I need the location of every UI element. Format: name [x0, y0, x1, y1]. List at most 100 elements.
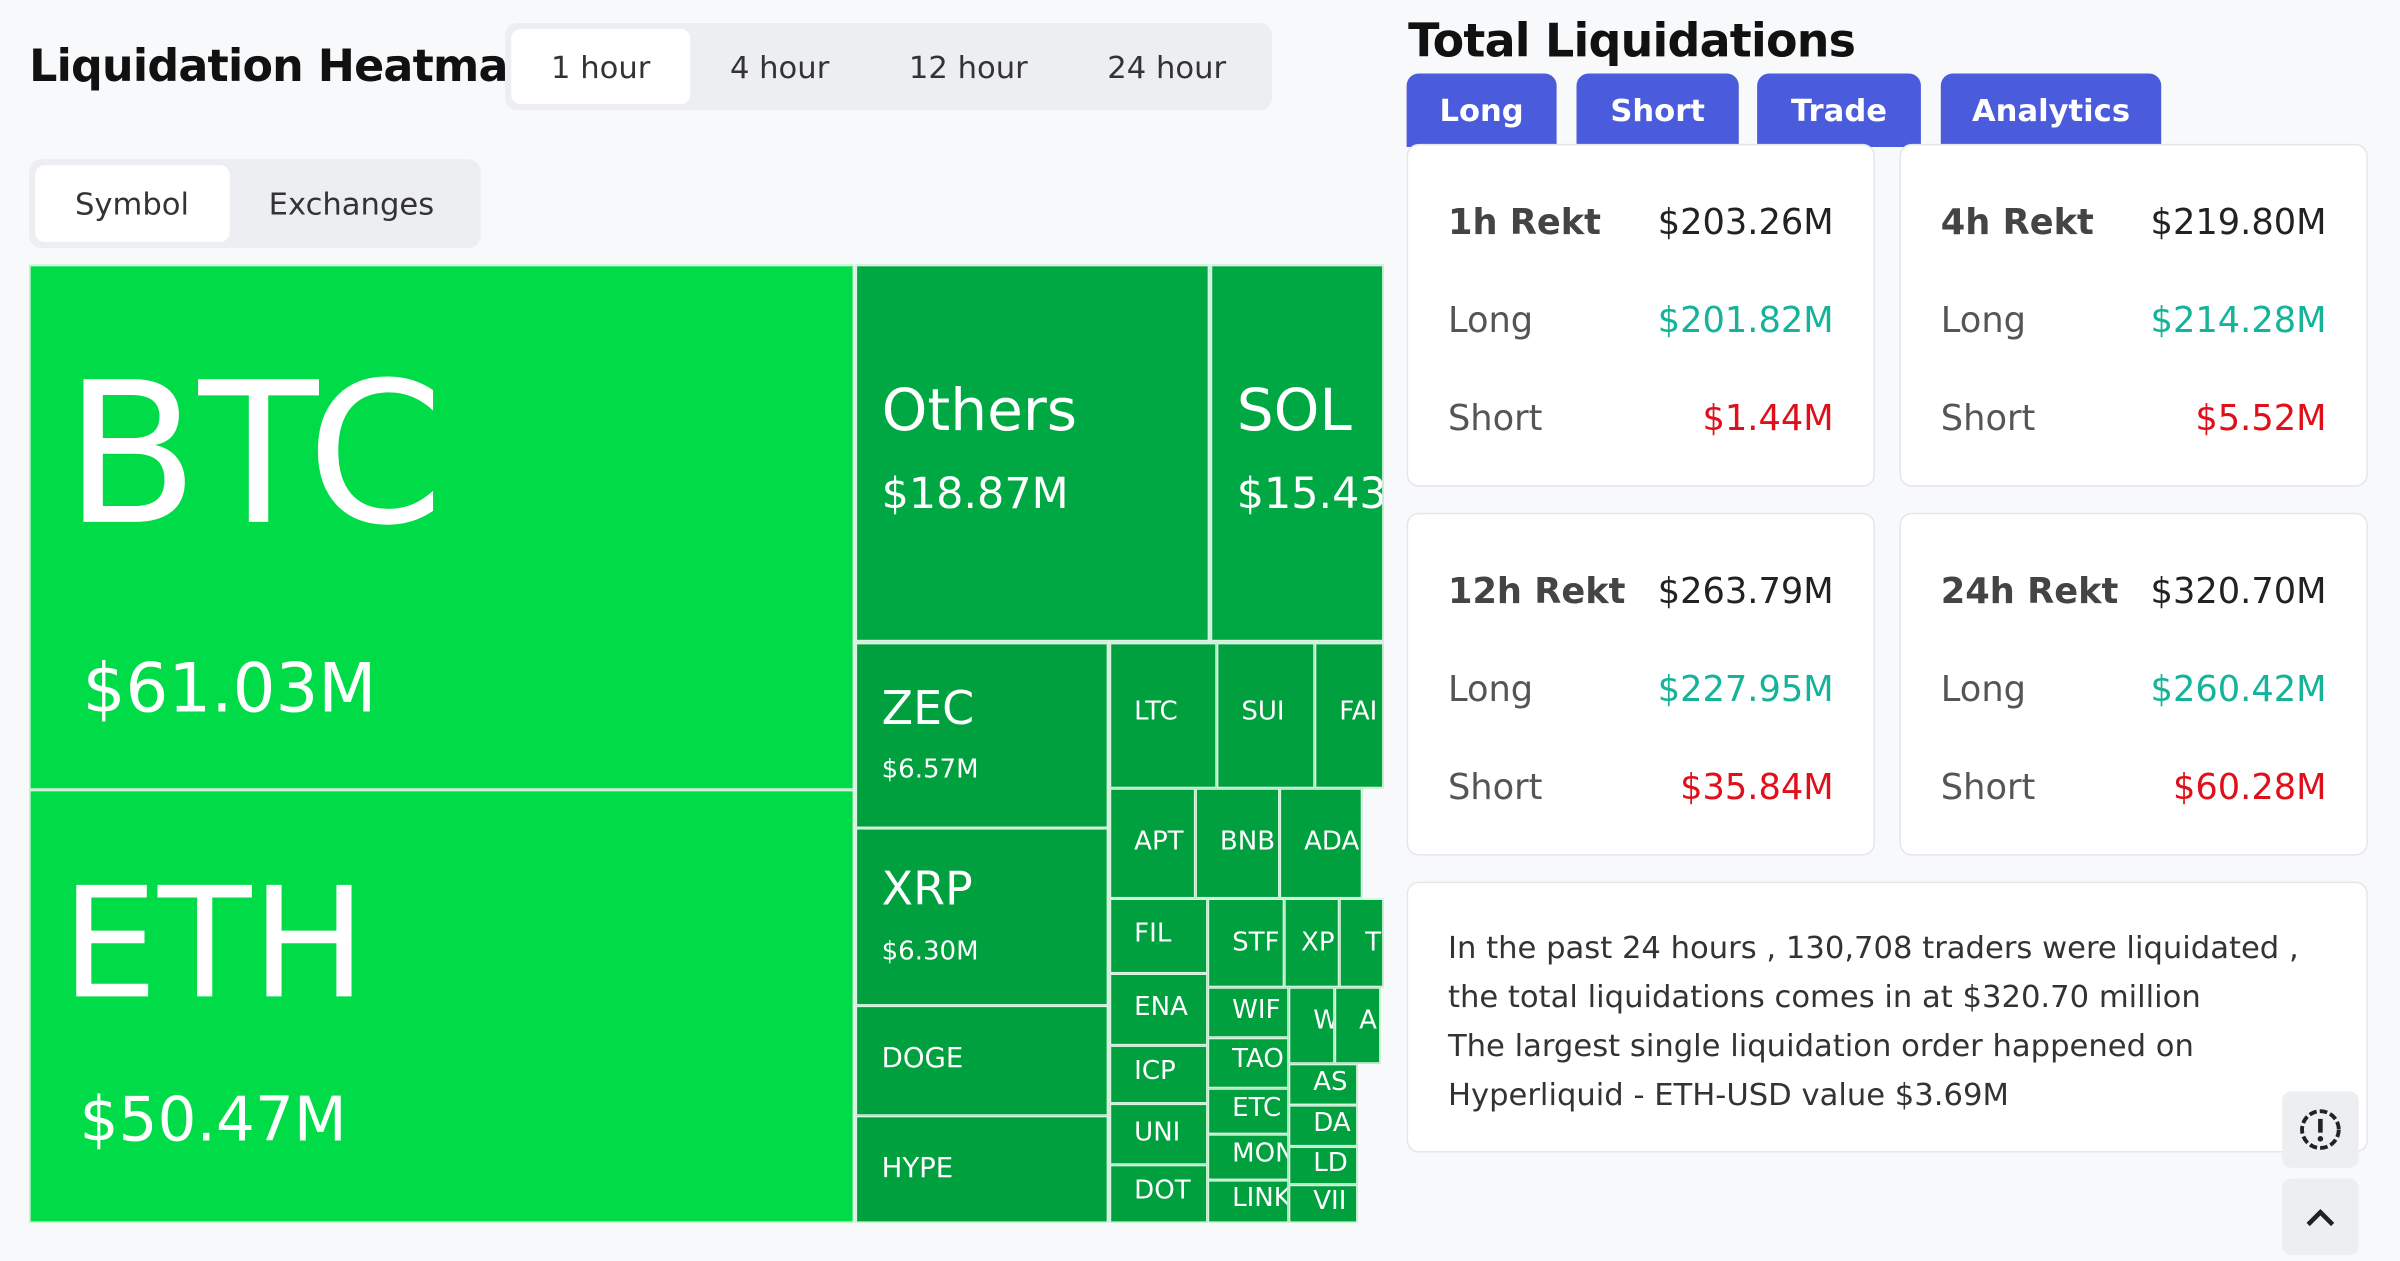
tile-value: $50.47M — [79, 1085, 347, 1156]
tile-symbol: SUI — [1241, 696, 1285, 728]
rekt-label: Short — [1447, 768, 1543, 809]
tile-symbol: LTC — [1134, 696, 1178, 728]
tile[interactable]: ZEC $6.57M — [855, 642, 1109, 829]
tile[interactable]: STF — [1207, 898, 1285, 988]
tile[interactable]: ADA — [1279, 788, 1363, 899]
tile[interactable]: HYPE — [855, 1115, 1109, 1223]
view-tab[interactable]: Exchanges — [268, 185, 435, 222]
rekt-label: 4h Rekt — [1940, 203, 2094, 244]
tile[interactable]: Others $18.87M — [855, 264, 1210, 642]
scroll-top-button[interactable] — [2282, 1178, 2359, 1256]
tile[interactable]: AS — [1288, 1063, 1358, 1106]
rekt-row: Long $214.28M — [1941, 302, 2327, 342]
summary-card: In the past 24 hours , 130,708 traders w… — [1406, 881, 2368, 1153]
rekt-label: Short — [1447, 399, 1543, 440]
tile-symbol: HYPE — [881, 1152, 954, 1185]
rekt-card: 1h Rekt $203.26M Long $201.82M Short $1.44M — [1406, 143, 1875, 487]
tile-value: $18.87M — [881, 468, 1069, 519]
rekt-row: 12h Rekt $263.79M — [1448, 572, 1834, 612]
time-tab[interactable]: 1 hour — [511, 29, 691, 105]
tile-symbol: XP — [1301, 927, 1335, 959]
tile[interactable]: DA — [1288, 1105, 1358, 1147]
tile-symbol: WIF — [1232, 994, 1281, 1026]
time-tab[interactable]: 24 hour — [1107, 48, 1227, 85]
rekt-row: Short $35.84M — [1448, 768, 1834, 808]
time-tabs: 1 hour 4 hour 12 hour 24 hour — [505, 22, 1273, 111]
rekt-value: $201.82M — [1657, 301, 1834, 342]
tile[interactable]: VII — [1288, 1184, 1358, 1223]
tile[interactable]: SUI — [1216, 642, 1315, 789]
tile-symbol: A — [1359, 1005, 1377, 1037]
tile-value: $61.03M — [82, 650, 377, 729]
rekt-label: 24h Rekt — [1940, 572, 2119, 613]
time-tab[interactable]: 4 hour — [729, 48, 830, 85]
tile[interactable]: DOGE — [855, 1005, 1109, 1116]
rekt-row: Short $5.52M — [1941, 399, 2327, 439]
tile[interactable]: ETH $50.47M — [29, 789, 855, 1223]
tile[interactable]: A — [1334, 987, 1381, 1064]
tile-symbol: T — [1365, 927, 1382, 959]
tile-symbol: DA — [1313, 1108, 1351, 1139]
tile-symbol: ETC — [1232, 1092, 1282, 1124]
tile-value: $15.43M — [1236, 468, 1382, 519]
tile-symbol: ENA — [1134, 991, 1188, 1023]
rekt-card: 24h Rekt $320.70M Long $260.42M Short $60.28M — [1899, 512, 2368, 856]
tile-symbol: ADA — [1304, 826, 1360, 858]
tile[interactable]: ETC — [1207, 1088, 1289, 1135]
tile[interactable]: LTC — [1109, 642, 1217, 789]
time-tab[interactable]: 12 hour — [908, 48, 1028, 85]
tile[interactable]: BTC $61.03M — [29, 264, 855, 790]
tile[interactable]: W — [1288, 987, 1335, 1064]
tile[interactable]: XRP $6.30M — [855, 828, 1109, 1006]
tile-symbol: APT — [1134, 826, 1184, 858]
rekt-row: 24h Rekt $320.70M — [1941, 572, 2327, 612]
tile-symbol: UNI — [1134, 1117, 1181, 1148]
rekt-row: Short $60.28M — [1941, 768, 2327, 808]
tile-symbol: TAO — [1232, 1043, 1284, 1075]
rekt-value: $1.44M — [1702, 399, 1834, 440]
tile[interactable]: XP — [1284, 898, 1340, 988]
tile[interactable]: WIF — [1207, 987, 1289, 1038]
panel-tab[interactable]: Long — [1406, 73, 1557, 147]
tile[interactable]: LD — [1288, 1146, 1358, 1185]
heatmap-title: Liquidation Heatmap — [29, 39, 539, 92]
tile[interactable]: BNB — [1195, 788, 1280, 899]
panel-tab[interactable]: Trade — [1757, 73, 1921, 147]
tile[interactable]: ICP — [1109, 1045, 1208, 1104]
tile-symbol: ICP — [1134, 1056, 1176, 1087]
panel-tab[interactable]: Short — [1576, 73, 1739, 147]
tile[interactable]: FIL — [1109, 898, 1208, 974]
tile-symbol: ETH — [61, 854, 367, 1034]
tile-symbol: DOGE — [881, 1042, 964, 1075]
tile[interactable]: LINK — [1207, 1180, 1289, 1223]
rekt-label: Long — [1447, 301, 1534, 342]
rekt-row: Long $227.95M — [1448, 670, 1834, 710]
rekt-row: Short $1.44M — [1448, 399, 1834, 439]
rekt-row: Long $201.82M — [1448, 302, 1834, 342]
alert-button[interactable] — [2282, 1091, 2359, 1168]
tile-symbol: W — [1313, 1008, 1333, 1035]
up-icon — [2306, 1208, 2335, 1227]
rekt-label: 1h Rekt — [1447, 203, 1602, 244]
tile[interactable]: TAO — [1207, 1037, 1289, 1089]
rekt-label: 12h Rekt — [1447, 572, 1626, 613]
tile-symbol: LD — [1313, 1147, 1348, 1179]
tile-value: $6.57M — [881, 754, 979, 786]
tile[interactable]: DOT — [1109, 1164, 1208, 1223]
rekt-value: $214.28M — [2150, 301, 2327, 342]
tile[interactable]: ENA — [1109, 973, 1208, 1046]
tile[interactable]: APT — [1109, 788, 1196, 899]
tile[interactable]: MON — [1207, 1134, 1289, 1181]
tile[interactable]: T — [1339, 898, 1384, 988]
tile-symbol: AS — [1313, 1066, 1348, 1098]
panel-tab[interactable]: Analytics — [1940, 73, 2162, 147]
tile[interactable]: UNI — [1109, 1103, 1208, 1165]
rekt-value: $320.70M — [2150, 572, 2327, 613]
tile[interactable]: FAI — [1314, 642, 1384, 789]
view-tab[interactable]: Symbol — [35, 165, 229, 242]
tile-symbol: FIL — [1134, 918, 1172, 949]
tile-symbol: DOT — [1134, 1175, 1191, 1207]
tile[interactable]: SOL $15.43M — [1210, 264, 1384, 642]
rekt-row: Long $260.42M — [1941, 670, 2327, 710]
